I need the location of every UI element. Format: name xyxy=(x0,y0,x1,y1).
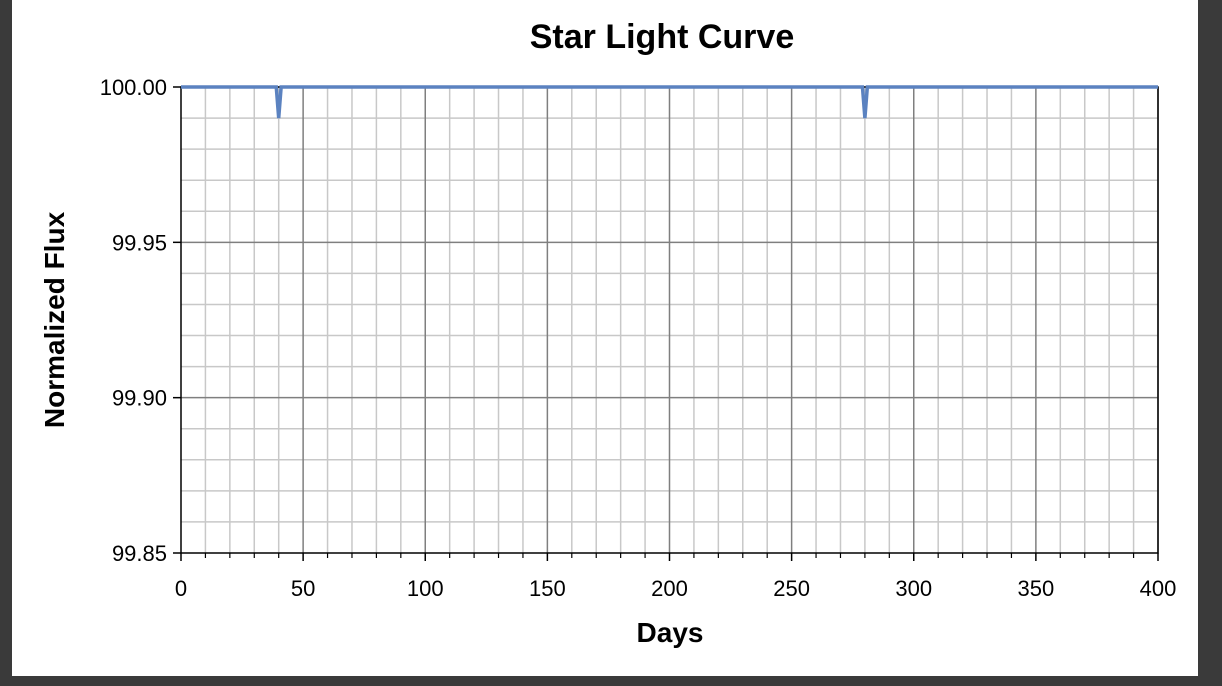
x-tick-label: 100 xyxy=(407,576,444,601)
flux-series-line xyxy=(181,85,1158,119)
x-tick-label: 250 xyxy=(773,576,810,601)
x-tick-label: 150 xyxy=(529,576,566,601)
x-tick-label: 0 xyxy=(175,576,187,601)
x-tick-label: 300 xyxy=(895,576,932,601)
series-layer xyxy=(180,85,1159,119)
y-tick-label: 99.90 xyxy=(112,386,167,411)
chart-frame: Star Light Curve 0 50 100 150 200 250 300 350 40… xyxy=(12,0,1198,676)
chart-title: Star Light Curve xyxy=(530,18,794,56)
x-tick-label: 200 xyxy=(651,576,688,601)
y-tick-label: 100.00 xyxy=(100,75,167,100)
y-tick-label: 99.85 xyxy=(112,541,167,566)
x-tick-label: 400 xyxy=(1140,576,1177,601)
y-axis-label: Normalized Flux xyxy=(39,211,70,428)
axes: 0 50 100 150 200 250 300 350 400 100.00 99.95 99.90… xyxy=(100,75,1177,601)
x-axis-label: Days xyxy=(637,617,704,648)
grid xyxy=(181,86,1159,553)
x-tick-label: 350 xyxy=(1018,576,1055,601)
y-tick-label: 99.95 xyxy=(112,230,167,255)
x-tick-label: 50 xyxy=(291,576,315,601)
light-curve-chart: Star Light Curve 0 50 100 150 200 250 300 350 40… xyxy=(39,18,1177,648)
